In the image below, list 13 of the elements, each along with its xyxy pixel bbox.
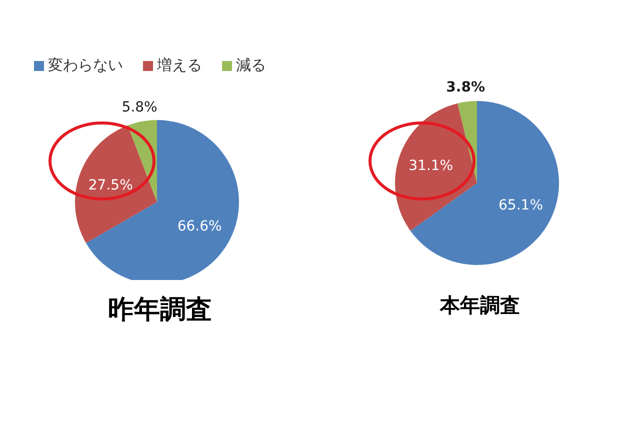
data-label: 5.8% <box>122 100 158 116</box>
pie-slice <box>410 101 559 265</box>
data-label: 27.5% <box>88 178 133 194</box>
text: 昨年調査 <box>107 294 213 327</box>
data-label: 3.8% <box>446 80 485 96</box>
data-label: 65.1% <box>498 197 544 214</box>
data-label: 31.1% <box>408 158 454 174</box>
pie-slice <box>395 103 477 231</box>
text: 本年調査 <box>438 292 521 319</box>
legend-label: 減る <box>236 56 266 74</box>
legend-label: 増える <box>157 56 202 74</box>
data-label: 66.6% <box>177 218 222 235</box>
legend-label: 変わらない <box>48 56 123 74</box>
